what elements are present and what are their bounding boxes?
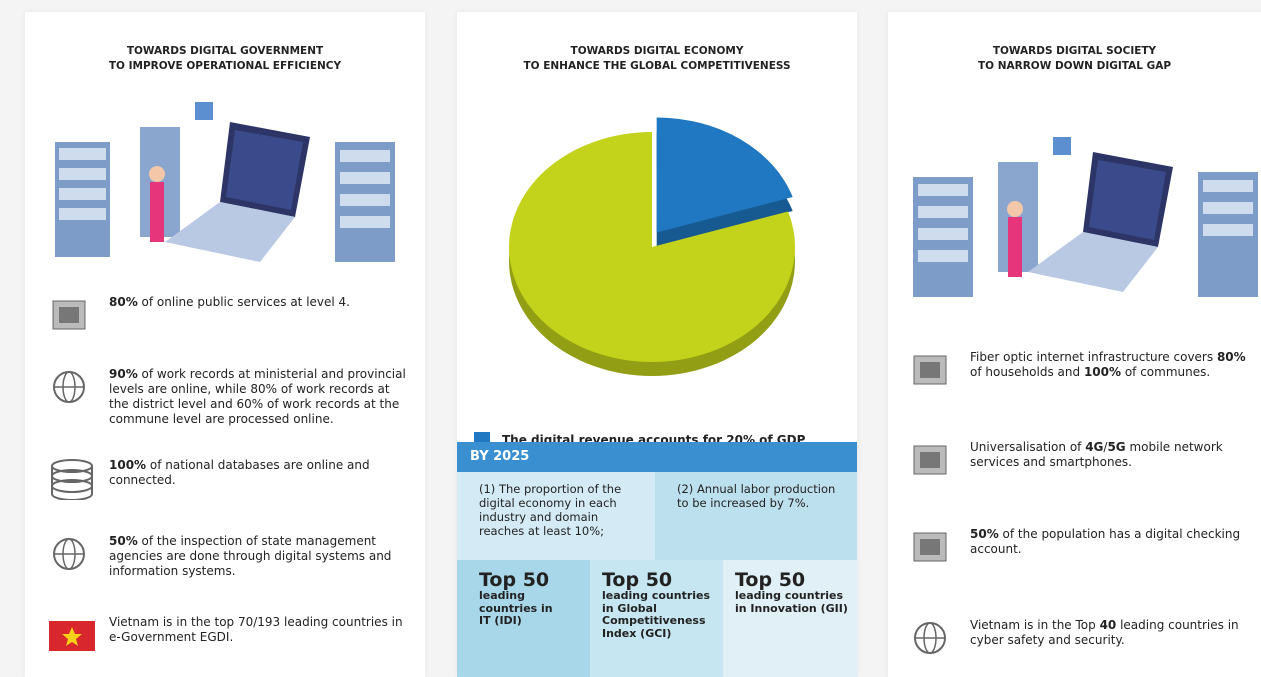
target-note: (1) The proportion of the digital econom… — [457, 472, 655, 560]
item-text: 80% of online public services at level 4… — [109, 295, 409, 310]
text-segment: mobile network services and smartphones. — [970, 440, 1223, 469]
icon-part — [51, 466, 93, 500]
icon — [49, 621, 95, 651]
icon — [914, 622, 946, 654]
list-item: Vietnam is in the top 70/193 leading cou… — [47, 615, 409, 657]
list-item: 50% of the inspection of state managemen… — [47, 534, 409, 579]
text-segment: of work records at ministerial and provi… — [109, 367, 406, 426]
text-segment: Universalisation of — [970, 440, 1086, 454]
list-item: 100% of national databases are online an… — [47, 458, 409, 500]
text-segment: of households and — [970, 365, 1084, 379]
card-title: TOWARDS DIGITAL SOCIETY TO NARROW DOWN DI… — [977, 45, 1172, 72]
text-segment: Vietnam is in the top 70/193 leading cou… — [109, 615, 403, 644]
item-text: Universalisation of 4G/5G mobile network… — [970, 440, 1260, 470]
text-segment: of national databases are online and con… — [109, 458, 370, 487]
list-item: 90% of work records at ministerial and p… — [47, 367, 409, 427]
pie-chart — [508, 117, 795, 377]
item-text: 50% of the population has a digital chec… — [970, 527, 1260, 557]
text-segment: of the population has a digital checking… — [970, 527, 1241, 556]
icon — [53, 371, 85, 403]
ranking-box: Top 50 leading countries in Innovation (G… — [723, 560, 857, 677]
icon — [913, 532, 947, 562]
text-segment: 80% — [109, 295, 138, 309]
section-heading: BY 2025 — [457, 442, 857, 472]
text-segment: 50% — [109, 534, 138, 548]
card-title: TOWARDS DIGITAL GOVERNMENT TO IMPROVE OPE… — [108, 45, 342, 72]
pie-slice — [508, 132, 795, 363]
icon-part — [920, 362, 940, 378]
icon — [51, 459, 93, 500]
text-segment: 5G — [1107, 440, 1126, 454]
item-text: 50% of the inspection of state managemen… — [109, 534, 409, 579]
icon — [52, 300, 86, 330]
item-text: Vietnam is in the Top 40 leading countri… — [970, 618, 1260, 648]
ranking-box: Top 50 leading countries in IT (IDI) — [457, 560, 590, 677]
ranking-box: Top 50 leading countries in Global Compet… — [590, 560, 723, 677]
pie-slice — [656, 117, 793, 233]
card-title: TOWARDS DIGITAL ECONOMY TO ENHANCE THE GL… — [523, 45, 791, 72]
card: TOWARDS DIGITAL ECONOMY TO ENHANCE THE GL… — [457, 12, 857, 677]
list-item: Universalisation of 4G/5G mobile network… — [908, 440, 1260, 482]
illustration — [55, 102, 395, 262]
icon-part — [59, 307, 79, 323]
icon — [53, 538, 85, 570]
text-segment: Fiber optic internet infrastructure cove… — [970, 350, 1217, 364]
text-segment: of online public services at level 4. — [137, 295, 350, 309]
list-item: Fiber optic internet infrastructure cove… — [908, 350, 1260, 392]
text-segment: 80% — [1216, 350, 1246, 364]
text-segment: 100% — [109, 458, 147, 472]
icon — [913, 445, 947, 475]
item-text: 100% of national databases are online an… — [109, 458, 409, 488]
item-text: Fiber optic internet infrastructure cove… — [970, 350, 1260, 380]
text-segment: of communes. — [1121, 365, 1211, 379]
list-item: 80% of online public services at level 4… — [47, 295, 409, 337]
star — [62, 627, 82, 646]
icon-part — [920, 539, 940, 555]
text-segment: 50% — [970, 527, 999, 541]
text-segment: 4G — [1085, 440, 1104, 454]
card: TOWARDS DIGITAL GOVERNMENT TO IMPROVE OPE… — [25, 12, 425, 677]
item-text: 90% of work records at ministerial and p… — [109, 367, 409, 427]
text-segment: leading countries in cyber safety and se… — [970, 618, 1239, 647]
icon — [913, 355, 947, 385]
text-segment: 90% — [109, 367, 138, 381]
icon-part — [920, 452, 940, 468]
list-item: 50% of the population has a digital chec… — [908, 527, 1260, 569]
text-segment: / — [1103, 440, 1108, 454]
illustration — [913, 137, 1258, 297]
card: TOWARDS DIGITAL SOCIETY TO NARROW DOWN DI… — [888, 12, 1261, 677]
text-segment: 40 — [1099, 618, 1117, 632]
item-text: Vietnam is in the top 70/193 leading cou… — [109, 615, 409, 645]
text-segment: Vietnam is in the Top — [970, 618, 1100, 632]
text-segment: 100% — [1083, 365, 1122, 379]
target-note: (2) Annual labor production to be increa… — [655, 472, 857, 560]
list-item: Vietnam is in the Top 40 leading countri… — [908, 618, 1260, 660]
text-segment: of the inspection of state management ag… — [109, 534, 392, 578]
